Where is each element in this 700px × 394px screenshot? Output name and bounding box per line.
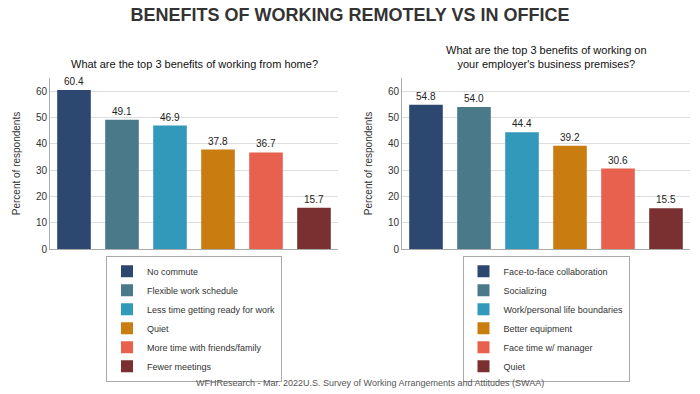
svg-text:60.4: 60.4 bbox=[64, 76, 84, 87]
svg-text:0: 0 bbox=[41, 244, 47, 255]
svg-text:Flexible work schedule: Flexible work schedule bbox=[147, 286, 238, 296]
svg-text:50: 50 bbox=[388, 112, 400, 123]
svg-text:Socializing: Socializing bbox=[504, 286, 547, 296]
svg-text:60: 60 bbox=[36, 86, 48, 97]
svg-text:More time with friends/family: More time with friends/family bbox=[147, 343, 262, 353]
svg-text:37.8: 37.8 bbox=[208, 136, 228, 147]
svg-text:Work/personal life boundaries: Work/personal life boundaries bbox=[504, 305, 623, 315]
svg-text:What are the top 3 benefits of: What are the top 3 benefits of working f… bbox=[71, 58, 318, 70]
svg-text:15.5: 15.5 bbox=[656, 194, 676, 205]
svg-text:39.2: 39.2 bbox=[560, 132, 580, 143]
svg-text:10: 10 bbox=[36, 217, 48, 228]
svg-text:Fewer meetings: Fewer meetings bbox=[147, 362, 212, 372]
svg-text:54.8: 54.8 bbox=[416, 91, 436, 102]
svg-text:30.6: 30.6 bbox=[608, 155, 628, 166]
svg-text:30: 30 bbox=[388, 165, 400, 176]
svg-text:40: 40 bbox=[36, 138, 48, 149]
svg-text:44.4: 44.4 bbox=[512, 118, 532, 129]
svg-text:49.1: 49.1 bbox=[112, 106, 132, 117]
svg-text:30: 30 bbox=[36, 165, 48, 176]
svg-text:Percent of respondents: Percent of respondents bbox=[11, 112, 22, 215]
svg-text:20: 20 bbox=[388, 191, 400, 202]
svg-text:15.7: 15.7 bbox=[304, 194, 324, 205]
svg-text:10: 10 bbox=[388, 217, 400, 228]
svg-text:54.0: 54.0 bbox=[464, 93, 484, 104]
svg-text:BENEFITS OF WORKING REMOTELY V: BENEFITS OF WORKING REMOTELY VS IN OFFIC… bbox=[130, 5, 569, 25]
svg-text:Face time w/ manager: Face time w/ manager bbox=[504, 343, 593, 353]
svg-text:Percent of respondents: Percent of respondents bbox=[363, 112, 374, 215]
svg-text:Better equipment: Better equipment bbox=[504, 324, 573, 334]
svg-text:46.9: 46.9 bbox=[160, 112, 180, 123]
svg-text:Face-to-face collaboration: Face-to-face collaboration bbox=[504, 267, 608, 277]
svg-text:What are the top 3 benefits of: What are the top 3 benefits of working o… bbox=[446, 44, 647, 70]
svg-text:50: 50 bbox=[36, 112, 48, 123]
svg-text:Quiet: Quiet bbox=[504, 362, 526, 372]
svg-text:0: 0 bbox=[393, 244, 399, 255]
svg-text:36.7: 36.7 bbox=[256, 138, 276, 149]
svg-text:Quiet: Quiet bbox=[147, 324, 169, 334]
svg-text:Less time getting ready for wo: Less time getting ready for work bbox=[147, 305, 275, 315]
svg-text:20: 20 bbox=[36, 191, 48, 202]
svg-text:No commute: No commute bbox=[147, 267, 198, 277]
svg-text:60: 60 bbox=[388, 86, 400, 97]
svg-text:40: 40 bbox=[388, 138, 400, 149]
svg-text:WFHResearch - Mar. 2022U.S. Su: WFHResearch - Mar. 2022U.S. Survey of Wo… bbox=[196, 378, 544, 388]
